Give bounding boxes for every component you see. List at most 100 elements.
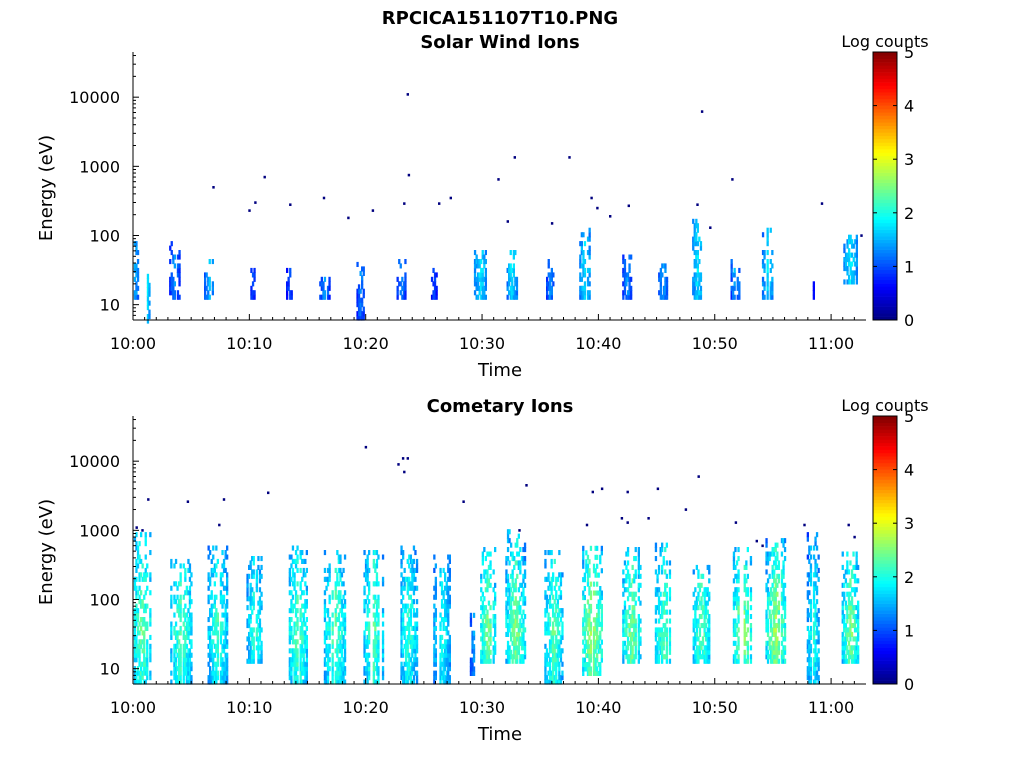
spectrogram-cell — [444, 608, 447, 614]
spectrogram-cell — [143, 652, 146, 658]
spectrogram-cell — [586, 554, 590, 560]
spectrogram-cell — [782, 600, 785, 606]
spectrogram-cell — [596, 563, 599, 569]
spectrogram-cell — [665, 636, 668, 642]
spectrogram-cell — [328, 657, 331, 663]
spectrogram-cell — [252, 627, 255, 633]
spectrogram-cell — [594, 666, 597, 672]
spectrogram-cell — [377, 612, 380, 618]
spectrogram-cell — [843, 623, 846, 629]
spectrogram-cell — [185, 630, 188, 636]
spectrogram-plot — [133, 445, 860, 685]
spectrogram-cell — [144, 625, 147, 631]
spectrogram-cell — [213, 643, 216, 649]
spectrogram-cell — [588, 621, 591, 627]
spectrogram-cell — [700, 654, 703, 660]
spectrogram-cell — [771, 596, 774, 602]
spectrogram-cell — [558, 670, 561, 676]
spectrogram-cell — [415, 639, 419, 645]
spectrogram-cell — [763, 263, 766, 269]
spectrogram-cell — [600, 653, 603, 659]
spectrogram-cell — [696, 281, 699, 287]
spectrogram-cell — [411, 648, 414, 654]
spectrogram-cell — [665, 276, 669, 282]
spectrogram-cell — [408, 630, 411, 636]
spectrogram-cell — [523, 614, 527, 620]
spectrogram-cell — [494, 582, 497, 588]
spectrogram-cell — [184, 603, 187, 609]
spectrogram-cell — [257, 556, 260, 562]
spectrogram-cell — [366, 675, 369, 681]
spectrogram-cell — [222, 639, 226, 645]
spectrogram-cell — [815, 590, 819, 596]
spectrogram-cell — [471, 630, 474, 636]
spectrogram-cell — [558, 621, 561, 627]
spectrogram-cell — [442, 643, 445, 649]
spectrogram-cell — [251, 281, 255, 287]
spectrogram-cell — [302, 661, 305, 667]
spectrogram-cell — [434, 585, 437, 591]
spectrogram-cell — [187, 679, 190, 685]
spectrogram-cell — [808, 657, 811, 663]
spectrogram-cell — [698, 654, 702, 660]
colorbar-tick-label: 0 — [904, 675, 914, 694]
spectrogram-cell — [699, 245, 703, 251]
spectrogram-cell — [342, 603, 345, 609]
spectrogram-cell — [187, 617, 190, 623]
spectrogram-cell — [356, 302, 359, 308]
spectrogram-cell — [630, 658, 633, 664]
spectrogram-cell — [176, 643, 179, 649]
spectrogram-cell — [170, 652, 173, 658]
spectrogram-cell — [692, 285, 695, 291]
spectrogram-cell — [623, 627, 627, 633]
colorbar-segment — [873, 192, 897, 197]
spectrogram-cell — [848, 261, 851, 267]
spectrogram-cell — [737, 578, 740, 584]
spectrogram-cell — [705, 623, 708, 629]
spectrogram-cell — [408, 652, 411, 658]
spectrogram-cell — [770, 649, 773, 655]
spectrogram-cell — [210, 572, 213, 578]
spectrogram-cell — [489, 573, 492, 579]
spectrogram-cell — [188, 670, 192, 676]
spectrogram-cell — [136, 608, 140, 614]
colorbar-segment — [873, 65, 897, 70]
spectrogram-cell — [623, 276, 627, 282]
spectrogram-cell — [173, 670, 176, 676]
spectrogram-dot — [626, 490, 629, 494]
spectrogram-cell — [558, 608, 561, 614]
spectrogram-cell — [596, 626, 599, 632]
spectrogram-cell — [693, 223, 696, 229]
spectrogram-cell — [489, 551, 492, 557]
spectrogram-cell — [442, 657, 445, 663]
spectrogram-cell — [366, 608, 369, 614]
colorbar-segment — [873, 229, 897, 234]
spectrogram-cell — [592, 670, 596, 676]
spectrogram-cell — [776, 636, 779, 642]
spectrogram-cell — [738, 281, 741, 287]
spectrogram-cell — [326, 670, 330, 676]
spectrogram-cell — [302, 679, 305, 685]
spectrogram-cell — [442, 661, 445, 667]
spectrogram-cell — [622, 640, 625, 646]
spectrogram-cell — [857, 605, 860, 611]
spectrogram-cell — [558, 652, 561, 658]
spectrogram-cell — [555, 670, 558, 676]
spectrogram-cell — [246, 596, 249, 602]
spectrogram-cell — [817, 576, 820, 582]
spectrogram-cell — [777, 564, 780, 570]
spectrogram-cell — [846, 560, 849, 566]
spectrogram-cell — [135, 545, 138, 551]
spectrogram-cell — [342, 612, 345, 618]
spectrogram-cell — [774, 582, 777, 588]
spectrogram-cell — [291, 545, 295, 551]
spectrogram-cell — [328, 285, 331, 291]
spectrogram-cell — [224, 617, 227, 623]
spectrogram-cell — [522, 573, 525, 579]
spectrogram-cell — [445, 652, 448, 658]
spectrogram-cell — [248, 649, 251, 655]
spectrogram-cell — [212, 545, 215, 551]
spectrogram-cell — [471, 639, 474, 645]
spectrogram-cell — [765, 582, 768, 588]
spectrogram-cell — [212, 617, 215, 623]
